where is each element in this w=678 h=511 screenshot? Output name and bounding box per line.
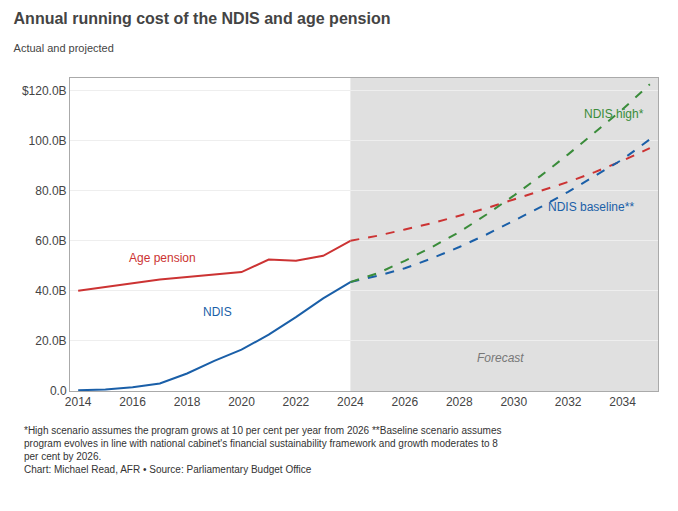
svg-text:Age pension: Age pension <box>129 251 196 265</box>
svg-text:Annual running cost of the NDI: Annual running cost of the NDIS and age … <box>14 10 391 27</box>
svg-text:$120.0B: $120.0B <box>22 84 67 98</box>
svg-text:2026: 2026 <box>391 395 418 409</box>
svg-text:Forecast: Forecast <box>477 351 524 365</box>
svg-text:2020: 2020 <box>228 395 255 409</box>
svg-text:100.0B: 100.0B <box>29 134 67 148</box>
svg-text:2016: 2016 <box>119 395 146 409</box>
svg-text:60.0B: 60.0B <box>35 234 66 248</box>
svg-text:2024: 2024 <box>337 395 364 409</box>
svg-text:2030: 2030 <box>500 395 527 409</box>
svg-text:20.0B: 20.0B <box>35 334 66 348</box>
svg-text:2018: 2018 <box>174 395 201 409</box>
svg-text:2022: 2022 <box>283 395 310 409</box>
svg-text:40.0B: 40.0B <box>35 284 66 298</box>
svg-text:2034: 2034 <box>609 395 636 409</box>
svg-text:80.0B: 80.0B <box>35 184 66 198</box>
svg-text:2028: 2028 <box>446 395 473 409</box>
svg-text:NDIS baseline**: NDIS baseline** <box>548 200 634 214</box>
svg-text:NDIS: NDIS <box>203 305 232 319</box>
svg-text:*High scenario assumes the pro: *High scenario assumes the program grows… <box>24 425 501 475</box>
svg-text:NDIS high*: NDIS high* <box>584 107 644 121</box>
svg-text:0.0: 0.0 <box>50 384 67 398</box>
svg-text:2032: 2032 <box>555 395 582 409</box>
svg-text:Actual and projected: Actual and projected <box>14 42 114 54</box>
svg-text:2014: 2014 <box>65 395 92 409</box>
